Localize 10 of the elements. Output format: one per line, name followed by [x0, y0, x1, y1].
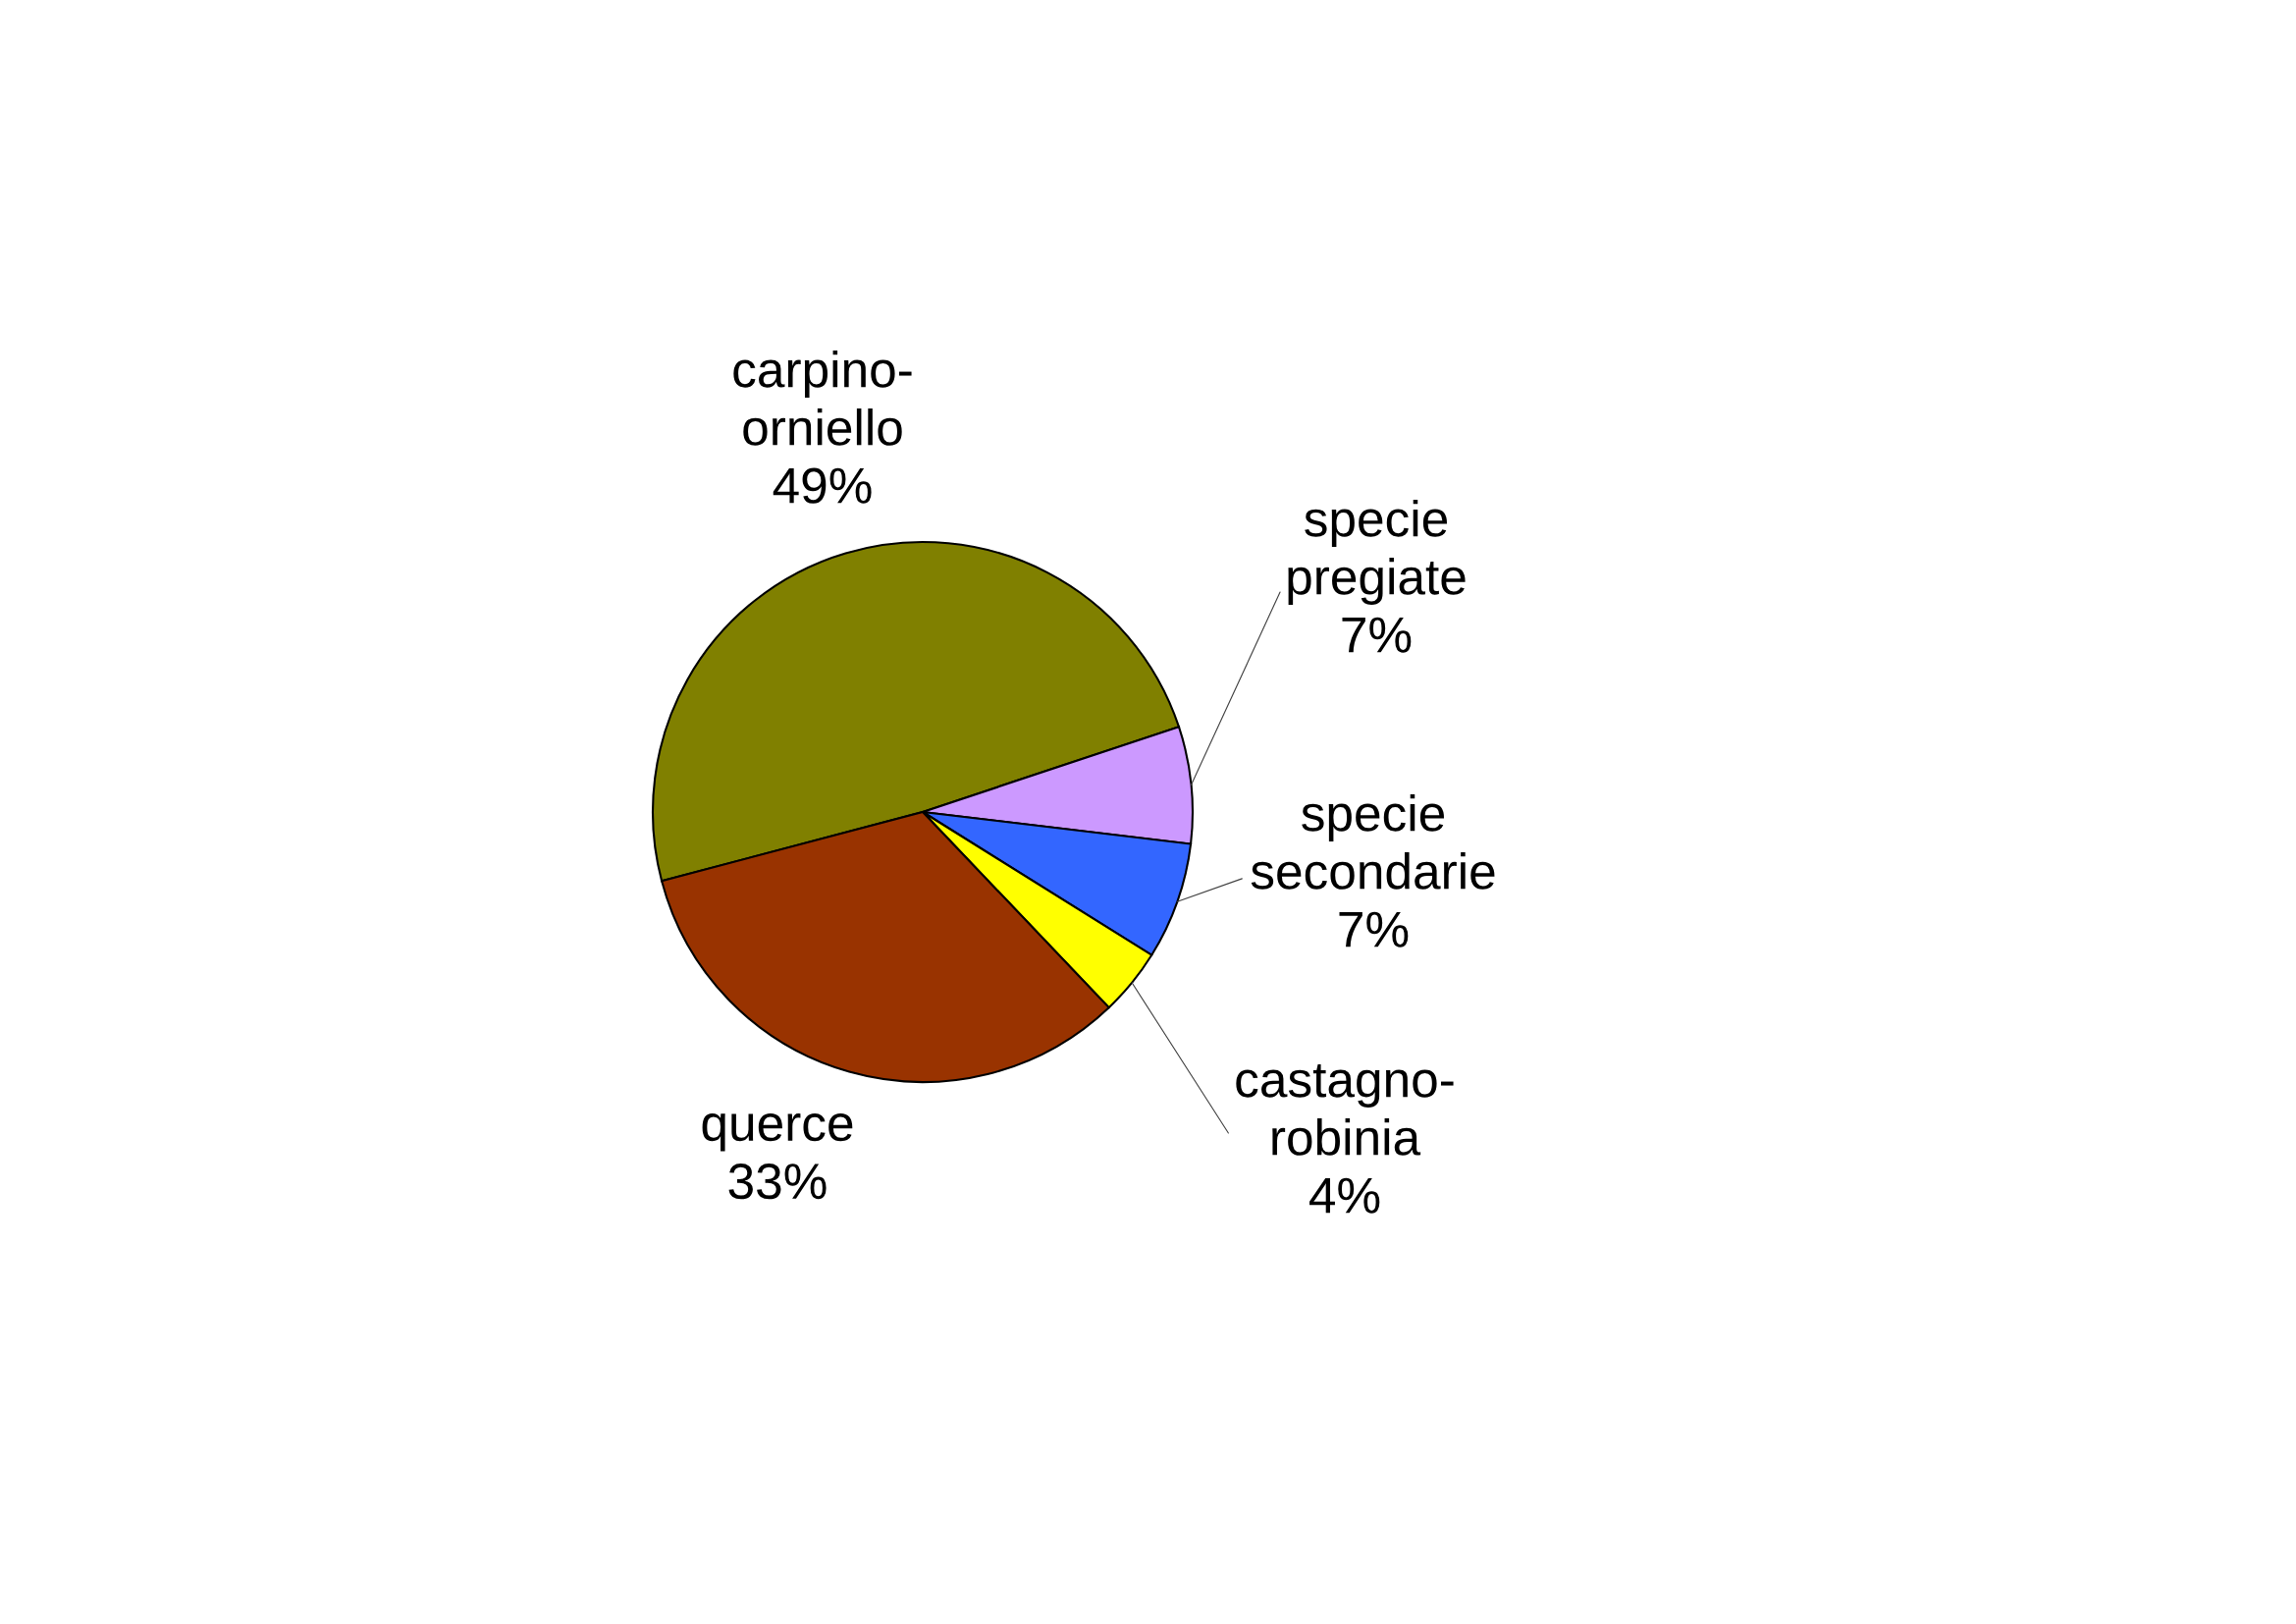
slice-label: carpino-orniello: [733, 350, 912, 446]
data-label: 4%: [1309, 1177, 1380, 1214]
data-label: 49%: [773, 467, 872, 504]
slice-label: querce: [702, 1113, 853, 1152]
slice-label: specie pregiate: [1288, 499, 1466, 605]
slice-label: castagno-robinia: [1236, 1063, 1454, 1156]
data-label: 33%: [728, 1163, 827, 1200]
data-label: 7%: [1339, 911, 1409, 947]
data-label: 7%: [1342, 617, 1412, 653]
slice-label: specie secondarie: [1251, 793, 1495, 890]
